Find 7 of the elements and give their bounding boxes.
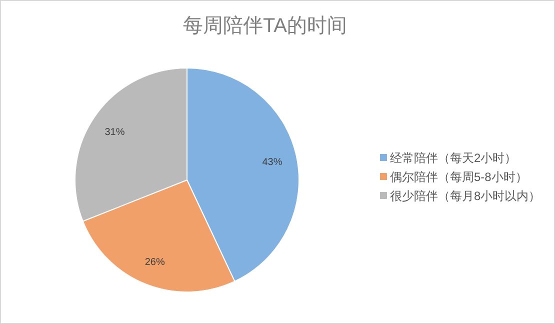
legend-label: 经常陪伴（每天2小时） bbox=[390, 151, 517, 165]
legend-label: 偶尔陪伴（每周5-8小时） bbox=[390, 170, 528, 184]
chart-title: 每周陪伴TA的时间 bbox=[182, 15, 348, 37]
data-label: 26% bbox=[144, 257, 165, 268]
data-label: 43% bbox=[262, 156, 282, 168]
legend-label: 很少陪伴（每月8小时以内） bbox=[390, 189, 541, 203]
data-label: 31% bbox=[104, 126, 125, 138]
